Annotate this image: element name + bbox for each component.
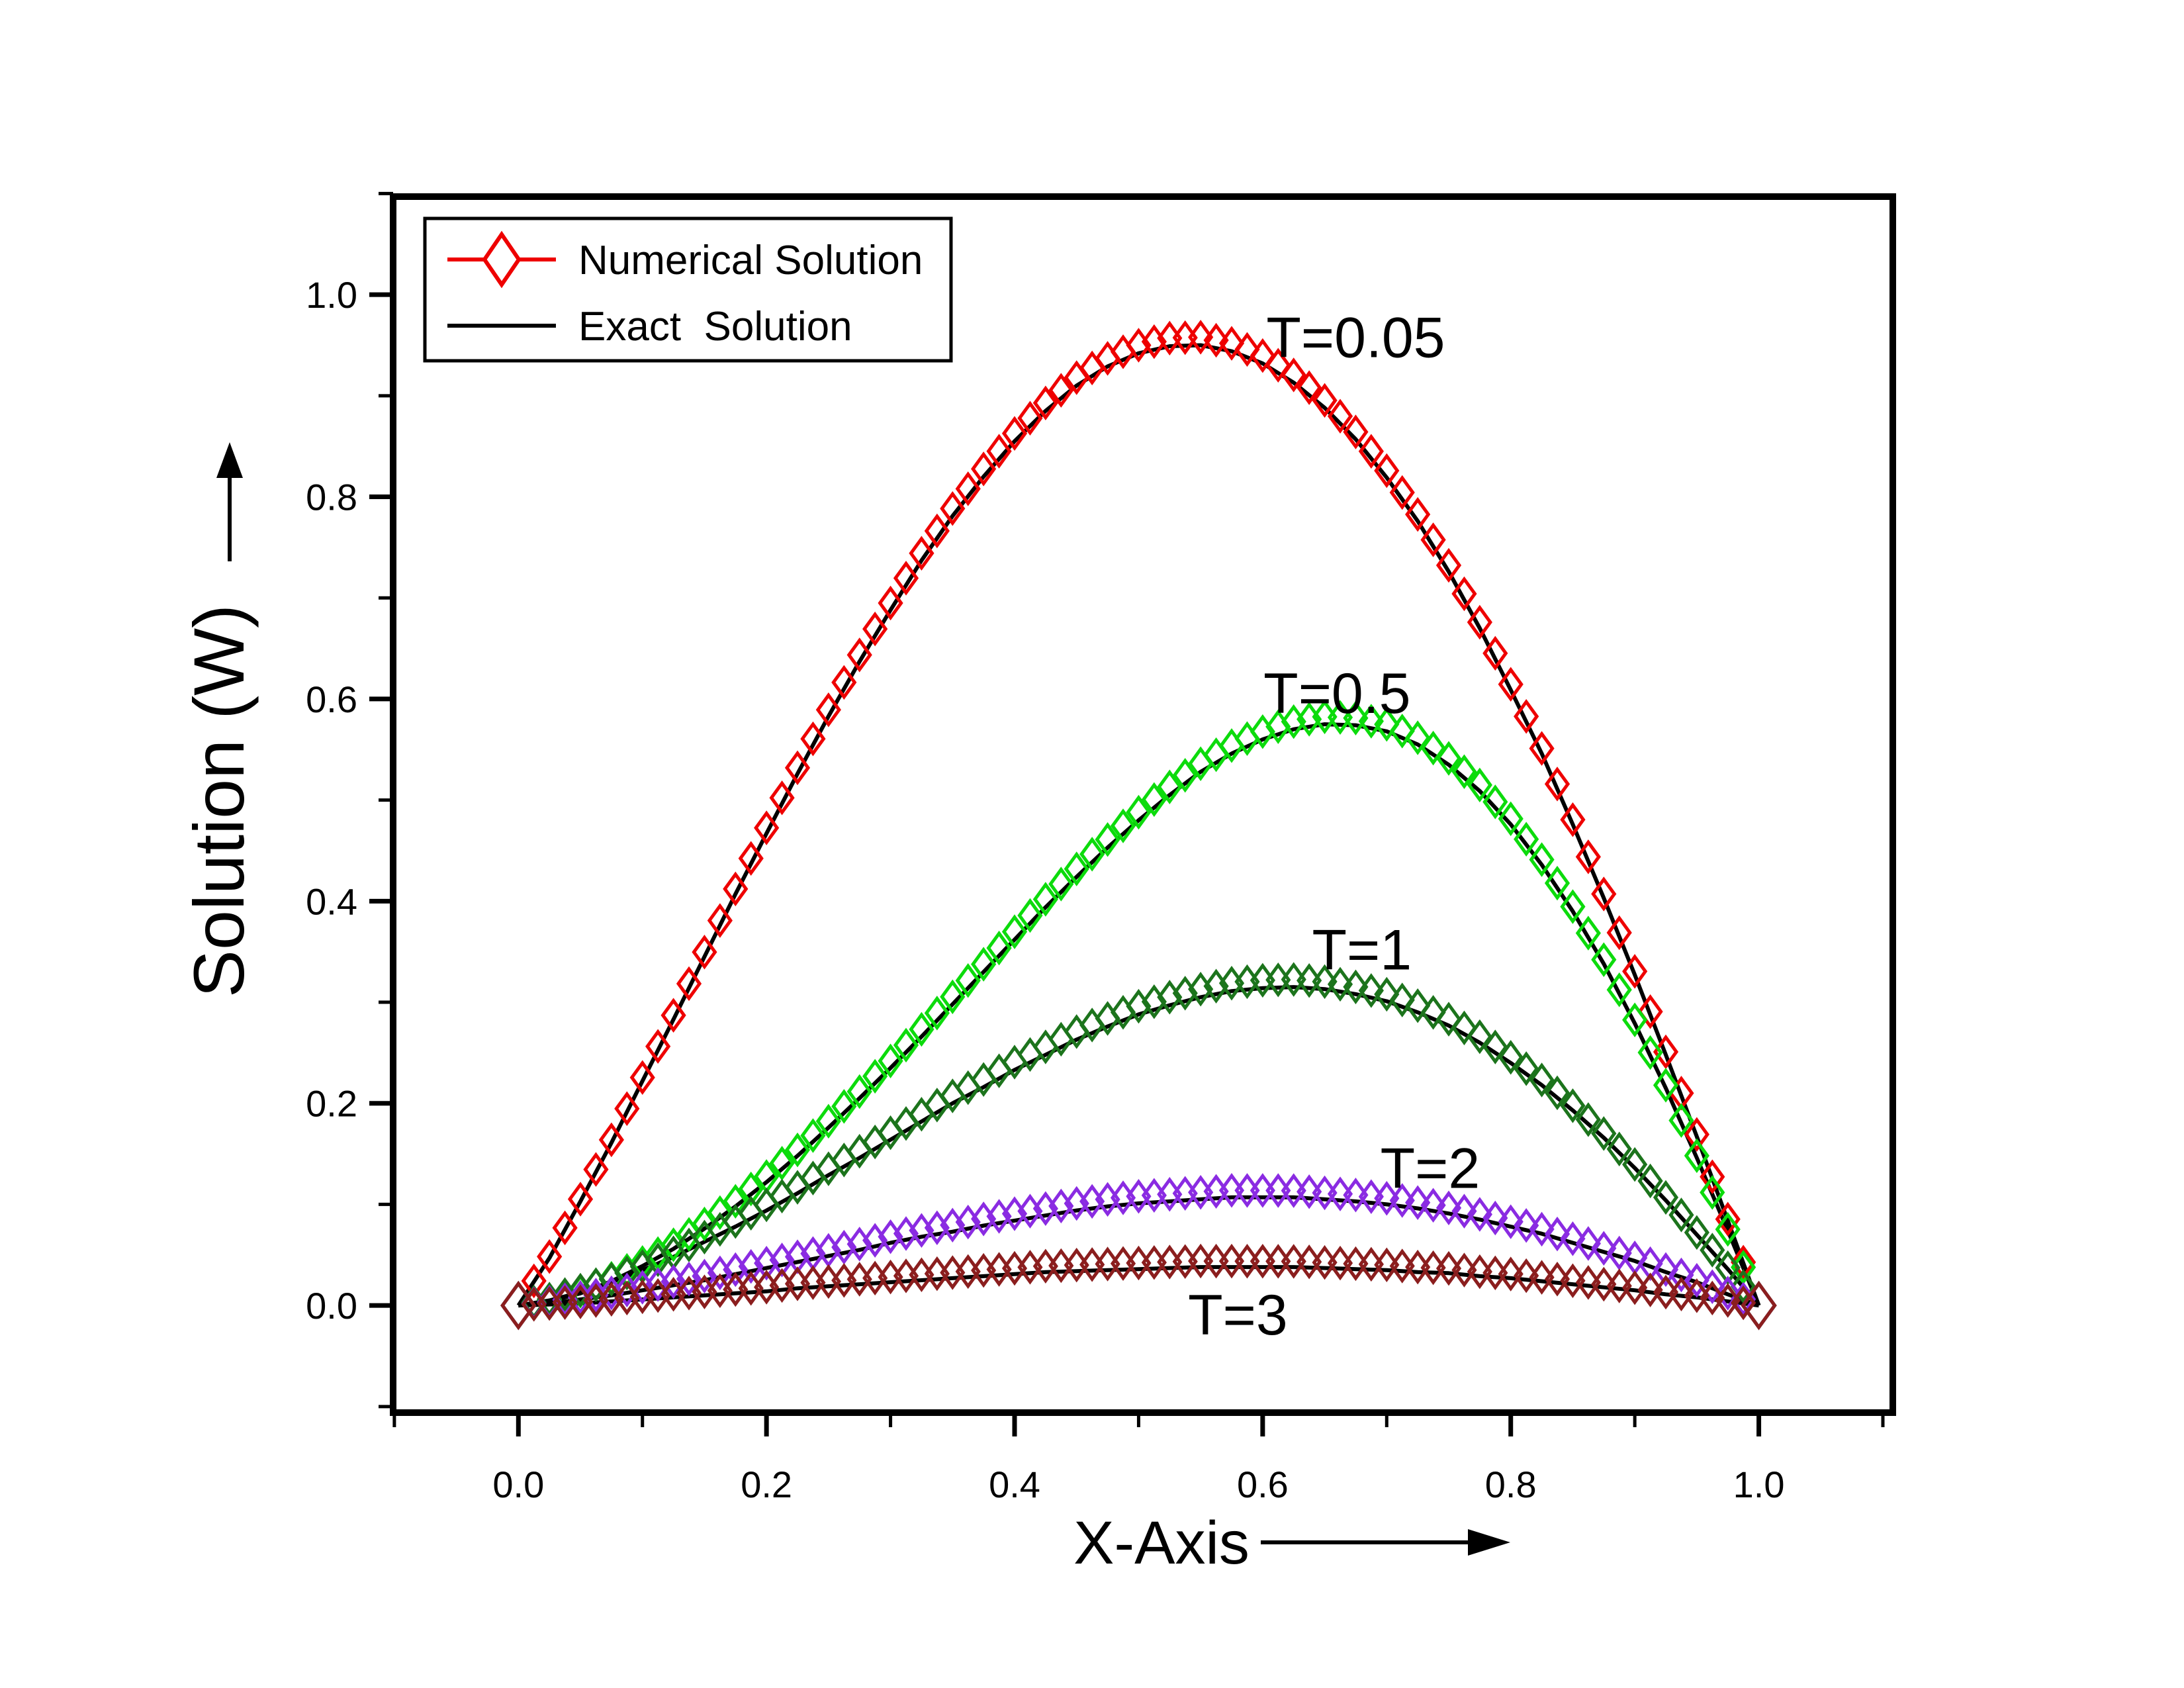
x-tick-label: 0.2 xyxy=(741,1464,792,1505)
annotation-T-0.5: T=0.5 xyxy=(1263,662,1410,726)
y-tick-label: 0.8 xyxy=(306,477,357,518)
x-axis-title: X-Axis xyxy=(1073,1509,1250,1577)
y-axis-title-group: Solution (W) xyxy=(179,442,259,998)
y-axis-title: Solution (W) xyxy=(179,604,259,998)
legend-exact-label: Exact Solution xyxy=(578,304,852,350)
y-tick-label: 0.0 xyxy=(306,1285,357,1327)
y-tick-label: 0.4 xyxy=(306,880,357,922)
legend-box xyxy=(423,216,953,363)
exact-line-T=2 xyxy=(518,1195,1760,1308)
y-axis-arrow-icon xyxy=(216,442,243,478)
x-tick-label: 0.6 xyxy=(1237,1464,1289,1505)
legend: Numerical Solution Exact Solution xyxy=(423,216,953,363)
x-tick-label: 0.4 xyxy=(989,1464,1040,1505)
y-tick-label: 0.2 xyxy=(306,1083,357,1125)
y-tick-label: 1.0 xyxy=(306,274,357,316)
legend-numerical-label: Numerical Solution xyxy=(578,238,923,283)
x-tick-label: 1.0 xyxy=(1733,1464,1785,1505)
x-tick-label: 0.0 xyxy=(492,1464,544,1505)
y-tick-label: 0.6 xyxy=(306,679,357,720)
annotation-T-2: T=2 xyxy=(1381,1137,1480,1200)
axis-ticks xyxy=(369,191,1885,1436)
x-axis-title-group: X-Axis xyxy=(1073,1509,1510,1577)
axis-tick-labels: 0.0 0.2 0.4 0.6 0.8 1.0 0.0 0.2 0.4 0.6 0.8 1.0 xyxy=(306,274,1784,1505)
exact-line-T=1 xyxy=(518,985,1760,1308)
plot-frame xyxy=(390,193,1896,1416)
annotation-T-1: T=1 xyxy=(1312,919,1412,982)
numerical-markers-T=3 xyxy=(500,1243,1777,1331)
exact-line-T=3 xyxy=(518,1265,1759,1308)
exact-line-T=0.5 xyxy=(518,722,1761,1308)
curve-time-annotations: T=0.05 T=0.5 T=1 T=2 T=3 xyxy=(1188,306,1480,1347)
annotation-T-3: T=3 xyxy=(1188,1284,1288,1347)
x-axis-arrow-icon xyxy=(1468,1529,1510,1556)
numerical-solution-markers xyxy=(500,320,1777,1331)
x-tick-label: 0.8 xyxy=(1485,1464,1537,1505)
annotation-T-0.05: T=0.05 xyxy=(1266,306,1445,369)
legend-diamond-icon xyxy=(482,230,522,289)
